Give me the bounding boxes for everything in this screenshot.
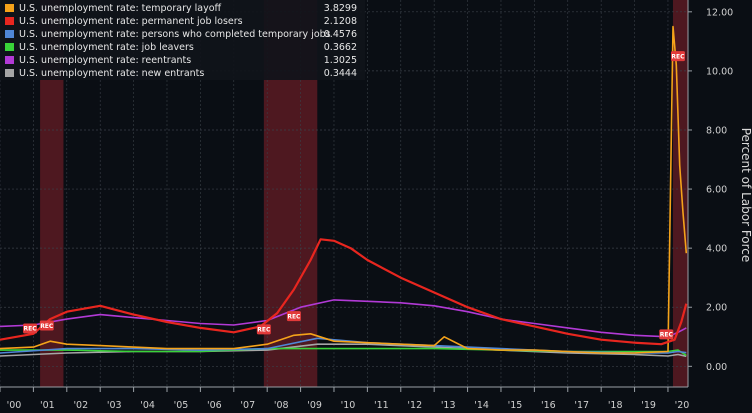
recession-bands [40, 0, 688, 387]
x-tick-label-9: '09 [307, 400, 322, 411]
rec-marker-box [670, 51, 685, 62]
rec-marker-box [286, 311, 301, 322]
legend-swatch [5, 30, 14, 38]
y-tick-label-1: 2.00 [706, 303, 727, 314]
series-line-5 [0, 299, 687, 338]
x-tick-label-0: '00 [7, 400, 22, 411]
legend-item-4: U.S. unemployment rate: job leavers 0.366… [5, 42, 357, 53]
x-tick-label-8: '08 [274, 400, 289, 411]
x-tick-label-2: '02 [73, 400, 88, 411]
legend-swatch [5, 69, 14, 77]
legend-label: U.S. unemployment rate: permanent job lo… [19, 16, 243, 27]
x-tick-label-3: '03 [107, 400, 122, 411]
x-tick-label-19: '19 [641, 400, 656, 411]
legend-swatch [5, 17, 14, 25]
x-tick-label-18: '18 [608, 400, 623, 411]
x-tick-label-5: '05 [174, 400, 189, 411]
recession-band-1 [40, 0, 64, 387]
y-axis: 0.00 2.00 4.00 6.00 8.00 10.00 12.00 Percent of… [687, 0, 752, 387]
y-tick-label-3: 6.00 [706, 185, 727, 196]
rec-marker-5: REC [659, 329, 674, 340]
y-tick-label-4: 8.00 [706, 125, 727, 136]
rec-marker-label: REC [671, 53, 685, 60]
y-tick-label-2: 4.00 [706, 244, 727, 255]
x-tick-label-4: '04 [140, 400, 155, 411]
rec-marker-box [23, 323, 38, 334]
legend-value: 1.3025 [324, 55, 357, 66]
rec-marker-1: REC [23, 323, 38, 334]
rec-marker-4: REC [286, 311, 301, 322]
x-tick-label-10: '10 [341, 400, 356, 411]
legend-label: U.S. unemployment rate: new entrants [19, 68, 204, 79]
legend-value: 3.8299 [324, 3, 357, 14]
legend-value: 0.3662 [324, 42, 357, 53]
legend-label: U.S. unemployment rate: reentrants [19, 55, 191, 66]
rec-marker-label: REC [23, 326, 37, 333]
rec-marker-label: REC [257, 327, 271, 334]
series-line-1 [0, 25, 688, 354]
legend-value: 0.3444 [324, 68, 357, 79]
legend-label: U.S. unemployment rate: temporary layoff [19, 3, 222, 14]
x-tick-label-16: '16 [541, 400, 556, 411]
x-tick-label-11: '11 [374, 400, 389, 411]
rec-marker-box [39, 320, 54, 331]
legend-item-3: U.S. unemployment rate: persons who comp… [5, 29, 357, 40]
legend-background [0, 0, 365, 80]
legend-swatch [5, 4, 14, 12]
y-axis-title: Percent of Labor Force [739, 128, 752, 263]
x-tick-label-14: '14 [474, 400, 489, 411]
rec-marker-box [659, 329, 674, 340]
rec-marker-label: REC [287, 313, 301, 320]
rec-marker-label: REC [40, 323, 54, 330]
rec-marker-2: REC [39, 320, 54, 331]
legend-item-5: U.S. unemployment rate: reentrants 1.3025 [5, 55, 357, 66]
x-tick-label-13: '13 [441, 400, 456, 411]
x-tick-label-12: '12 [407, 400, 422, 411]
legend-swatch [5, 56, 14, 64]
y-tick-label-5: 10.00 [706, 66, 733, 77]
y-tick-label-6: 12.00 [706, 7, 733, 18]
legend-item-6: U.S. unemployment rate: new entrants 0.34… [5, 68, 357, 79]
rec-marker-label: REC [660, 332, 674, 339]
legend: U.S. unemployment rate: temporary layoff… [0, 0, 365, 80]
rec-marker-box [256, 324, 271, 335]
legend-value: 0.4576 [324, 29, 357, 40]
x-tick-label-6: '06 [207, 400, 222, 411]
legend-value: 2.1208 [324, 16, 357, 27]
rec-marker-3: REC [256, 324, 271, 335]
legend-item-1: U.S. unemployment rate: temporary layoff… [5, 3, 357, 14]
x-tick-label-20: '20 [675, 400, 690, 411]
y-tick-label-0: 0.00 [706, 362, 727, 373]
series-lines [0, 25, 688, 358]
rec-marker-6: REC [670, 51, 685, 62]
series-line-2 [0, 238, 688, 346]
x-tick-label-7: '07 [240, 400, 255, 411]
legend-swatch [5, 43, 14, 51]
x-axis: '00 '01 '02 '03 '04 '05 '06 '07 '08 '09 '10 '11 '12 '… [0, 386, 690, 411]
legend-label: U.S. unemployment rate: persons who comp… [19, 29, 331, 40]
legend-item-2: U.S. unemployment rate: permanent job lo… [5, 16, 357, 27]
x-tick-label-15: '15 [508, 400, 523, 411]
x-tick-label-17: '17 [574, 400, 589, 411]
x-tick-label-1: '01 [40, 400, 55, 411]
legend-label: U.S. unemployment rate: job leavers [19, 42, 194, 53]
